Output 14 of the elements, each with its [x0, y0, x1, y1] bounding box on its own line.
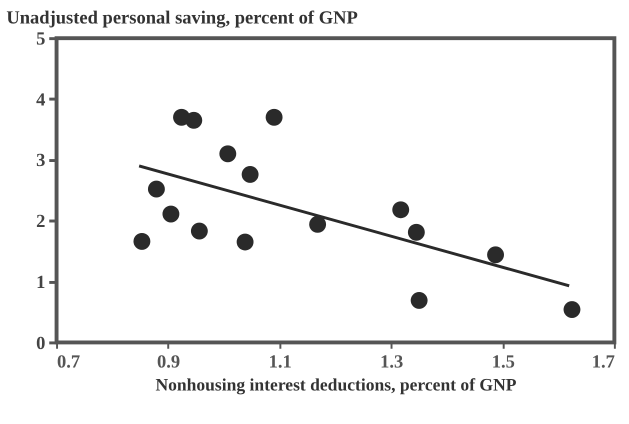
- y-tick-label: 0: [36, 332, 46, 354]
- x-tick-label: 0.9: [157, 351, 180, 372]
- y-tick-label: 2: [36, 211, 46, 232]
- y-tick-label: 5: [36, 28, 46, 50]
- x-tick-label: 1.3: [380, 351, 404, 372]
- x-tick-label: 1.7: [592, 351, 615, 372]
- x-tick-label: 0.7: [57, 351, 80, 372]
- chart-title: Unadjusted personal saving, percent of GNP: [6, 8, 358, 29]
- y-tick-label: 3: [36, 150, 46, 172]
- x-tick-label: 1.5: [492, 351, 515, 372]
- x-axis-title: Nonhousing interest deductions, percent of GNP: [155, 374, 517, 395]
- x-tick-label: 1.1: [268, 351, 292, 372]
- y-tick-label: 1: [36, 272, 46, 293]
- y-tick-label: 4: [36, 89, 46, 110]
